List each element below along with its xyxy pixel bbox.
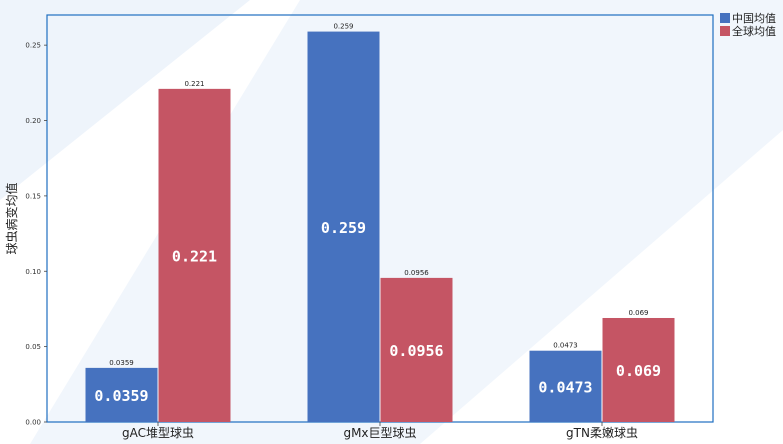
bar-value-label: 0.0956: [404, 269, 429, 277]
bar-value-label: 0.0359: [109, 359, 134, 367]
bar-inner-value-label: 0.0956: [389, 342, 443, 360]
y-tick-label: 0.20: [25, 117, 41, 125]
chart-axes: 0.00 0.05 0.10 0.15 0.20 0.25 gAC堆型球虫 gMx巨型球虫 gT…: [25, 14, 714, 440]
legend-swatch: [720, 26, 730, 36]
bar: [307, 31, 380, 422]
bar-inner-value-label: 0.069: [616, 362, 661, 380]
bar-inner-value-label: 0.259: [321, 219, 366, 237]
x-tick-label: gAC堆型球虫: [122, 426, 194, 440]
y-tick-label: 0.05: [25, 343, 41, 351]
y-tick-label: 0.25: [25, 42, 41, 50]
x-tick-label: gMx巨型球虫: [343, 426, 416, 440]
bar: [602, 317, 675, 422]
y-tick-label: 0.10: [25, 268, 41, 276]
bar-inner-value-label: 0.221: [172, 247, 217, 265]
legend-entry: 中国均值: [732, 12, 776, 25]
y-tick-label: 0.00: [25, 419, 41, 427]
bar-value-label: 0.259: [333, 23, 353, 31]
x-tick-label: gTN柔嫩球虫: [566, 426, 638, 440]
bar: [158, 88, 231, 422]
y-axis-label: 球虫病变均值: [4, 182, 19, 254]
bar: [85, 367, 158, 422]
bar-inner-value-label: 0.0359: [94, 387, 148, 405]
bar: [380, 277, 453, 422]
y-tick-label: 0.15: [25, 192, 41, 200]
bar-value-label: 0.0473: [553, 342, 578, 350]
legend-swatch: [720, 13, 730, 23]
chart-bars: 0.0359 0.0359 0.221 0.221 0.259 0.259 0.0956 0.…: [85, 23, 675, 422]
bar: [529, 350, 602, 422]
legend-entry: 全球均值: [732, 24, 776, 38]
bar-value-label: 0.221: [184, 80, 204, 88]
bar-inner-value-label: 0.0473: [538, 378, 592, 396]
bar-value-label: 0.069: [628, 309, 648, 317]
